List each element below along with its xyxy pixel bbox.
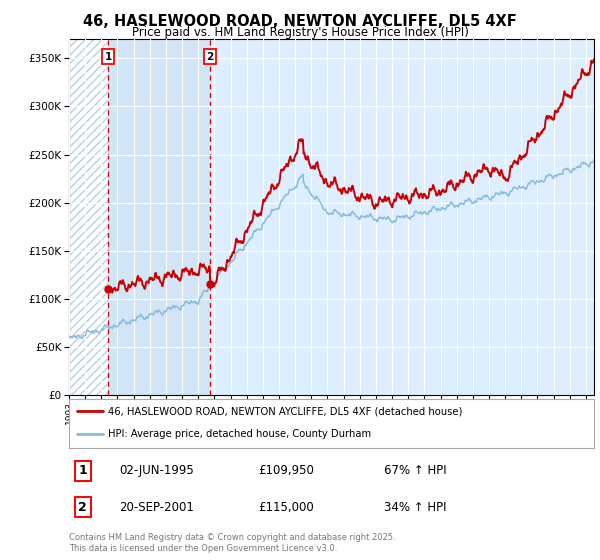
Text: 46, HASLEWOOD ROAD, NEWTON AYCLIFFE, DL5 4XF: 46, HASLEWOOD ROAD, NEWTON AYCLIFFE, DL5… [83,14,517,29]
Text: 02-JUN-1995: 02-JUN-1995 [119,464,194,478]
Bar [108,39,210,395]
Text: Price paid vs. HM Land Registry's House Price Index (HPI): Price paid vs. HM Land Registry's House … [131,26,469,39]
Text: 20-SEP-2001: 20-SEP-2001 [119,501,194,514]
Text: 1: 1 [104,52,112,62]
Text: 67% ↑ HPI: 67% ↑ HPI [384,464,446,478]
Text: £115,000: £115,000 [258,501,314,514]
Text: Contains HM Land Registry data © Crown copyright and database right 2025.
This d: Contains HM Land Registry data © Crown c… [69,533,395,553]
Text: HPI: Average price, detached house, County Durham: HPI: Average price, detached house, Coun… [109,429,371,439]
Text: 34% ↑ HPI: 34% ↑ HPI [384,501,446,514]
Text: £109,950: £109,950 [258,464,314,478]
Bar [69,39,108,395]
Text: 2: 2 [79,501,87,514]
Text: 2: 2 [206,52,214,62]
Text: 46, HASLEWOOD ROAD, NEWTON AYCLIFFE, DL5 4XF (detached house): 46, HASLEWOOD ROAD, NEWTON AYCLIFFE, DL5… [109,406,463,416]
Text: 1: 1 [79,464,87,478]
